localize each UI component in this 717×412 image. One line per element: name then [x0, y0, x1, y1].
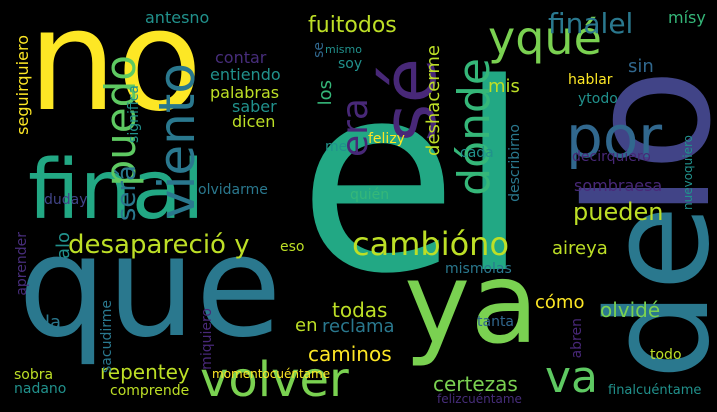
word-67: abren — [569, 318, 585, 359]
word-70: nadano — [14, 381, 67, 397]
word-54: ytodo — [578, 91, 618, 107]
word-10: cambióno — [352, 225, 510, 263]
word-11: viento — [148, 63, 206, 220]
word-66: tanta — [477, 314, 515, 330]
word-5: ya — [404, 239, 539, 369]
word-25: certezas — [433, 372, 518, 396]
word-31: deshacerme — [423, 45, 444, 156]
word-59: duday — [44, 192, 88, 208]
word-29: aireya — [552, 238, 608, 259]
word-58: olvidarme — [198, 182, 268, 198]
word-8: por — [566, 103, 663, 171]
word-46: soy — [338, 56, 363, 72]
word-73: felizcuéntame — [437, 392, 522, 406]
word-44: saber — [232, 97, 277, 116]
word-74: finalcuéntame — [608, 383, 702, 398]
word-2: que — [18, 206, 282, 369]
word-34: mis — [488, 76, 520, 97]
word-47: mismo — [325, 43, 362, 56]
word-21: fuitodos — [308, 13, 397, 38]
word-37: alo — [53, 232, 74, 260]
word-1: el — [298, 29, 531, 331]
word-48: se — [311, 42, 327, 58]
word-42: entiendo — [210, 65, 281, 84]
word-50: felizy — [368, 131, 405, 147]
word-65: miquiero — [199, 308, 215, 370]
word-62: mismolas — [445, 261, 512, 277]
word-39: mísy — [668, 8, 706, 27]
word-69: sobra — [14, 367, 54, 383]
word-41: contar — [215, 48, 267, 67]
word-61: eso — [280, 239, 305, 255]
word-63: describirno — [507, 124, 523, 202]
word-6: final — [28, 143, 205, 238]
word-57: significa — [126, 85, 142, 143]
word-30: sombraesa — [574, 176, 663, 195]
word-55: decirquiero — [572, 149, 651, 165]
word-51: cada — [460, 145, 494, 161]
word-40: antesno — [145, 8, 210, 27]
word-24: olvidé — [600, 298, 661, 322]
word-71: comprende — [110, 383, 190, 399]
word-52: quién — [350, 187, 390, 203]
word-13: yqué — [488, 11, 602, 65]
word-35: en — [295, 315, 318, 336]
word-32: los — [315, 80, 336, 106]
word-36: la — [45, 312, 62, 333]
word-23: todas — [332, 298, 388, 322]
word-0: no — [28, 0, 203, 143]
word-56: nuevoquiero — [681, 135, 695, 210]
word-43: palabras — [210, 83, 280, 102]
word-64: sacudirme — [99, 300, 115, 373]
word-17: finalel — [548, 7, 634, 40]
word-45: dicen — [232, 112, 276, 131]
word-53: hablar — [568, 72, 613, 88]
word-38: seguirquiero — [13, 35, 32, 135]
word-22: caminos — [308, 342, 392, 366]
word-26: repentey — [100, 360, 190, 384]
word-72: momentocuéntame — [212, 367, 331, 381]
word-18: desapareció y — [68, 230, 250, 260]
word-20: será — [112, 165, 142, 222]
word-28: cómo — [535, 292, 585, 313]
word-19: pueden — [573, 198, 664, 226]
word-33: sin — [628, 56, 654, 77]
word-68: todo — [650, 347, 682, 363]
word-14: va — [545, 352, 599, 403]
word-49: me — [325, 139, 348, 155]
word-9: volver — [200, 352, 349, 408]
word-60: aprender — [14, 232, 30, 296]
word-27: reclama — [322, 316, 395, 337]
